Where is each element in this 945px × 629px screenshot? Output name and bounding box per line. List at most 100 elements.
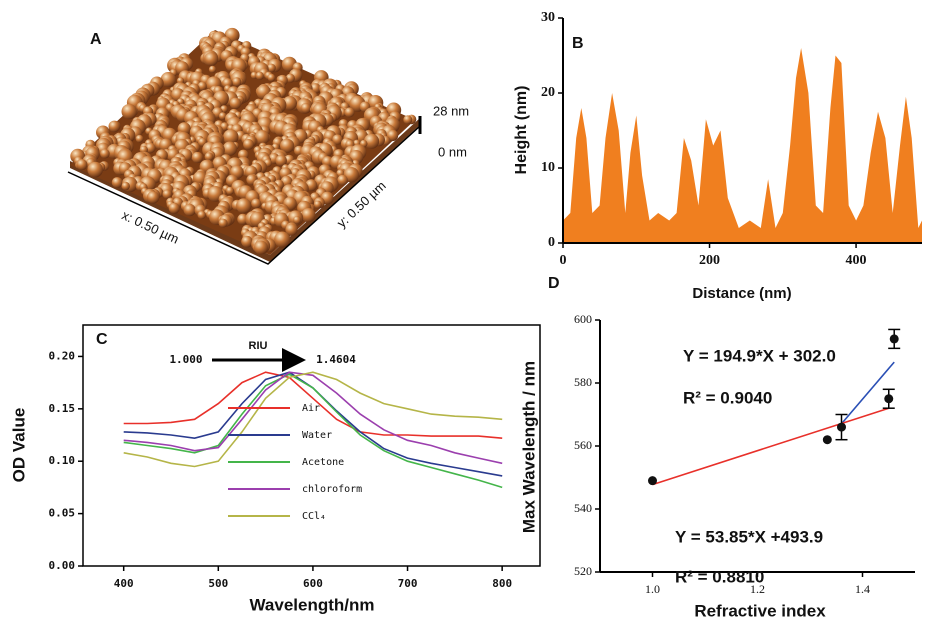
fit-line [652,407,889,486]
surface-grain [197,210,206,220]
surface-grain [301,208,316,223]
surface-grain [241,235,253,248]
point [884,394,894,404]
surface-grain [293,216,301,224]
y-tick-label: 0.15 [49,402,76,415]
x-tick-label: 1.4 [855,582,870,596]
fit-equation: Y = 53.85*X +493.9 [675,527,823,546]
surface-grain [280,138,295,153]
fit-line [840,361,895,425]
point [837,422,846,432]
legend-label: CCl₄ [302,511,326,522]
surface-grain [183,204,196,217]
y-tick-label: 560 [574,438,592,452]
x-axis-title: Wavelength/nm [250,595,375,614]
plot-frame [82,324,541,567]
x-tick-label: 200 [699,253,720,268]
y-tick-label: 600 [574,312,592,326]
y-axis-title: OD Value [9,408,28,483]
surface-grain [267,73,276,82]
y-axis-title: Max Wavelength / nm [519,361,538,533]
y-tick-label: 20 [541,85,555,100]
surface-grain [275,154,287,167]
surface-grain [243,139,254,150]
legend-label: chloroform [302,484,362,495]
surface-grain [300,102,312,114]
point [822,435,832,445]
legend-label: Acetone [302,457,344,468]
x-tick-label: 700 [398,577,418,590]
surface-grain [337,174,348,186]
surface-grain [197,81,207,91]
surface-grain [332,134,343,145]
surface-grain [162,189,172,199]
line [123,371,503,468]
surface-grain [87,161,103,178]
y-axis-title: Height (nm) [513,86,530,175]
annotation: 1.4604 [316,353,356,366]
y-tick-label: 30 [541,10,555,25]
surface-grain [403,115,413,125]
x-tick-label: 400 [114,577,134,590]
surface-grain [146,191,160,204]
y-tick-label: 0.05 [49,507,76,520]
fit-equation: Y = 194.9*X + 302.0 [683,346,836,365]
panel-label: D [548,275,560,292]
surface-grain [236,198,252,214]
panel-label: A [90,31,102,48]
fit-r2: R² = 0.9040 [683,388,772,407]
y-tick-label: 580 [574,375,592,389]
surface-grain [274,231,291,248]
surface-grain [251,198,262,209]
surface-grain [223,129,239,145]
x-tick-label: 600 [303,577,323,590]
surface-grain [168,202,180,214]
surface-grain [121,103,137,120]
z-label: 28 nm [433,103,469,118]
surface-grain [285,223,298,236]
surface-grain [111,177,123,188]
annotation: 1.000 [169,353,202,366]
surface-grain [267,63,276,73]
surface-grain [204,52,219,66]
surface-grain [208,65,217,73]
surface-grain [254,130,270,145]
annotation: RIU [249,340,268,352]
area [563,48,922,243]
legend-label: Air [302,403,320,414]
z-label: 0 nm [438,144,467,159]
surface-grain [100,148,110,159]
surface-grain [363,133,380,149]
panel-label: C [96,331,108,348]
surface-grain [226,186,234,195]
surface-grain [135,134,144,143]
x-tick-label: 1.0 [645,582,660,596]
surface-grain [232,77,242,87]
surface-grain [160,72,176,88]
surface-grain [313,200,322,209]
surface-grain [222,141,237,156]
surface-grain [108,120,121,133]
x-tick-label: 0 [560,253,567,268]
surface-grain [76,159,88,171]
y-tick-label: 540 [574,501,592,515]
surface-grain [229,97,242,110]
x-tick-label: 800 [492,577,512,590]
fit-r2: R² = 0.8810 [675,567,764,586]
x-tick-label: 1.2 [750,582,765,596]
y-tick-label: 10 [541,160,555,175]
x-axis-title: Refractive index [694,601,826,620]
surface-grain [255,71,264,80]
panel-label: B [572,35,584,52]
surface-grain [237,213,249,225]
y-tick-label: 0.20 [49,349,76,362]
y-tick-label: 520 [574,564,592,578]
point [889,334,899,344]
x-tick-label: 500 [208,577,228,590]
y-tick-label: 0.10 [49,454,76,467]
surface-grain [121,181,130,191]
surface-grain [204,152,214,162]
surface-grain [344,107,355,118]
surface-grain [285,73,295,83]
surface-grain [191,151,203,164]
